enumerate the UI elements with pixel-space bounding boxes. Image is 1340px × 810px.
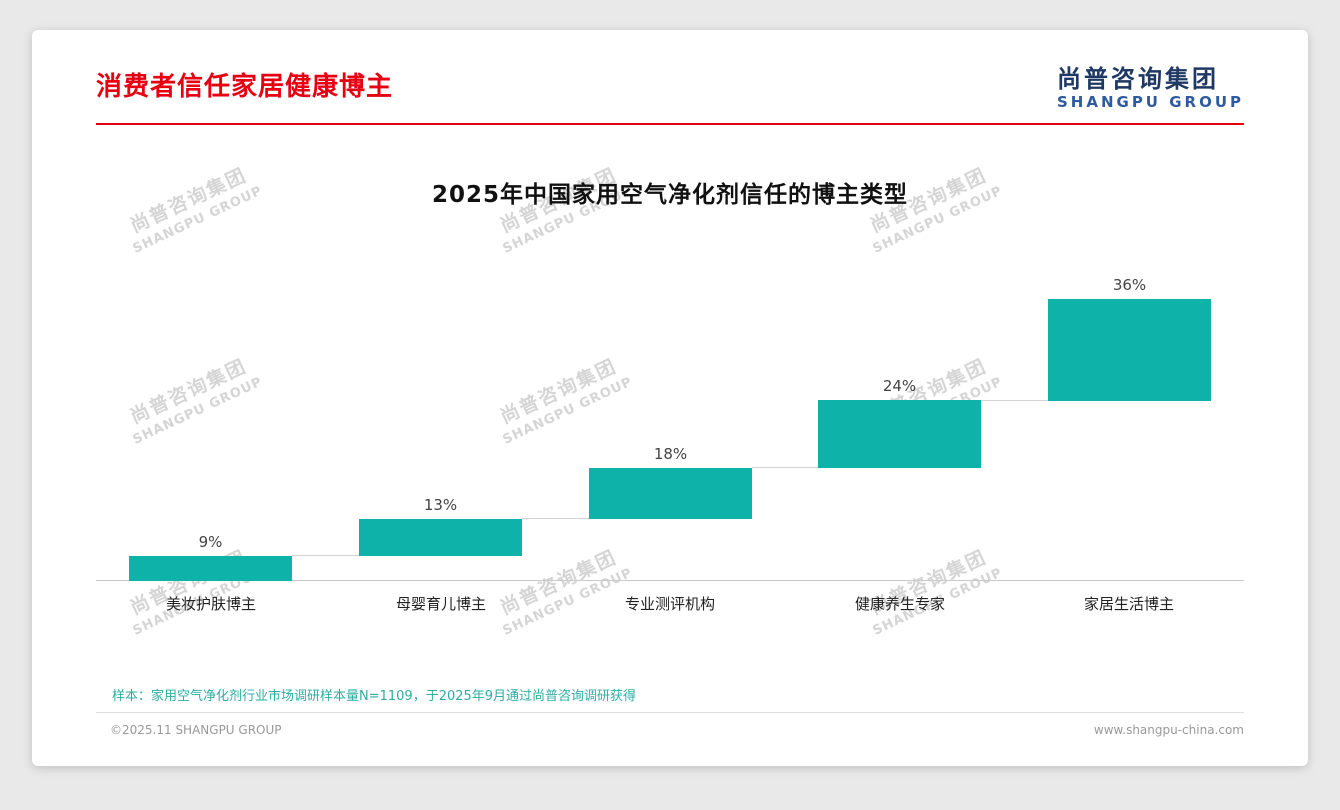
category-label: 专业测评机构 bbox=[624, 594, 715, 613]
category-label: 美妆护肤博主 bbox=[165, 594, 256, 613]
step-connector-line bbox=[522, 517, 589, 519]
bar-value-label: 24% bbox=[882, 376, 917, 395]
bar-value-label: 9% bbox=[198, 532, 223, 551]
logo-chinese-text: 尚普咨询集团 bbox=[1056, 65, 1219, 93]
chart-title: 2025年中国家用空气净化剂信任的博主类型 bbox=[431, 181, 908, 208]
category-label: 健康养生专家 bbox=[854, 594, 945, 613]
bar-segment bbox=[359, 518, 522, 556]
bar-segment bbox=[818, 399, 981, 468]
chart-plot-area: 9% 13% 18% 24% 36% bbox=[96, 251, 1244, 581]
step-connector-line bbox=[981, 399, 1048, 401]
logo-english-text: SHANGPU GROUP bbox=[1056, 92, 1244, 111]
bar-segment bbox=[589, 467, 752, 519]
sample-note: 样本：家用空气净化剂行业市场调研样本量N=1109，于2025年9月通过尚普咨询… bbox=[112, 688, 637, 704]
shangpu-logo: 尚普咨询集团 SHANGPU GROUP bbox=[1056, 65, 1244, 111]
step-connector-line bbox=[752, 466, 818, 468]
bar-value-label: 18% bbox=[653, 444, 688, 463]
category-label: 母婴育儿博主 bbox=[395, 594, 486, 613]
slide-card: 尚普咨询集团 SHANGPU GROUP 尚普咨询集团 SHANGPU GROUP 尚普… bbox=[32, 30, 1308, 766]
bar-value-label: 13% bbox=[423, 495, 458, 514]
bar-segment bbox=[1048, 298, 1211, 401]
bar-value-label: 36% bbox=[1112, 275, 1147, 294]
title-underline-rule bbox=[96, 122, 1244, 125]
step-connector-line bbox=[292, 554, 359, 556]
slide-content: 消费者信任家居健康博主 尚普咨询集团 SHANGPU GROUP 2025年中国… bbox=[32, 30, 1308, 737]
website-url: www.shangpu-china.com bbox=[1093, 722, 1244, 737]
footer-divider bbox=[96, 711, 1244, 713]
copyright-text: ©2025.11 SHANGPU GROUP bbox=[110, 722, 282, 737]
waterfall-bar-chart: 9% 13% 18% 24% 36% 美妆护肤博主 母婴育儿博主 专业测评机构 健康养生专家 家… bbox=[96, 251, 1244, 617]
bar-segment bbox=[129, 555, 292, 581]
category-axis-labels: 美妆护肤博主 母婴育儿博主 专业测评机构 健康养生专家 家居生活博主 bbox=[96, 581, 1244, 617]
x-axis-line bbox=[96, 579, 1244, 581]
footer: ©2025.11 SHANGPU GROUP www.shangpu-china… bbox=[96, 723, 1244, 737]
header: 消费者信任家居健康博主 尚普咨询集团 SHANGPU GROUP bbox=[32, 30, 1308, 111]
page-title: 消费者信任家居健康博主 bbox=[96, 72, 394, 102]
category-label: 家居生活博主 bbox=[1083, 594, 1174, 613]
